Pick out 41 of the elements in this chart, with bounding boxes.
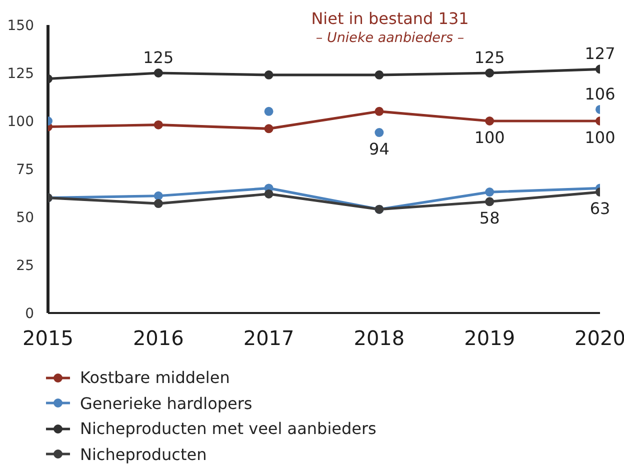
point: [154, 68, 163, 78]
legend-label: Nicheproducten: [80, 444, 207, 464]
y-tick-label: 50: [16, 210, 34, 226]
point: [264, 189, 274, 198]
point: [485, 197, 494, 206]
x-tick-label: 2020: [574, 326, 624, 350]
data-label: 63: [590, 199, 610, 218]
y-tick-label: 100: [7, 114, 34, 130]
chart-title: Niet in bestand 131: [311, 9, 469, 29]
y-tick-label: 0: [25, 306, 34, 322]
point: [154, 120, 163, 130]
data-label: 106: [584, 84, 616, 104]
legend-label: Generieke hardlopers: [80, 394, 252, 413]
point: [485, 116, 494, 126]
point: [154, 199, 163, 208]
point: [374, 106, 384, 116]
data-label: 127: [584, 44, 616, 64]
data-label: 100: [474, 128, 505, 147]
y-tick-label: 75: [16, 162, 34, 178]
y-tick-label: 150: [7, 18, 34, 34]
point: [485, 68, 494, 78]
y-tick-label: 125: [7, 66, 34, 82]
point: [264, 70, 274, 80]
point: [154, 191, 163, 200]
data-label: 94: [369, 140, 390, 159]
data-label: 125: [143, 48, 174, 67]
y-tick-label: 25: [16, 258, 34, 274]
data-label: 125: [474, 48, 505, 67]
x-tick-label: 2019: [464, 326, 516, 350]
x-tick-label: 2015: [22, 326, 74, 350]
point: [264, 124, 274, 134]
legend-label: Nicheproducten met veel aanbieders: [80, 419, 376, 438]
legend-label: Kostbare middelen: [80, 368, 230, 388]
x-tick-label: 2017: [243, 326, 294, 350]
chart-subtitle: – Unieke aanbieders –: [314, 29, 466, 47]
x-tick-label: 2018: [354, 326, 405, 350]
data-label: 100: [584, 128, 616, 147]
data-label: 58: [479, 208, 500, 228]
point: [485, 188, 494, 197]
x-tick-label: 2016: [132, 326, 184, 350]
point: [374, 70, 384, 80]
